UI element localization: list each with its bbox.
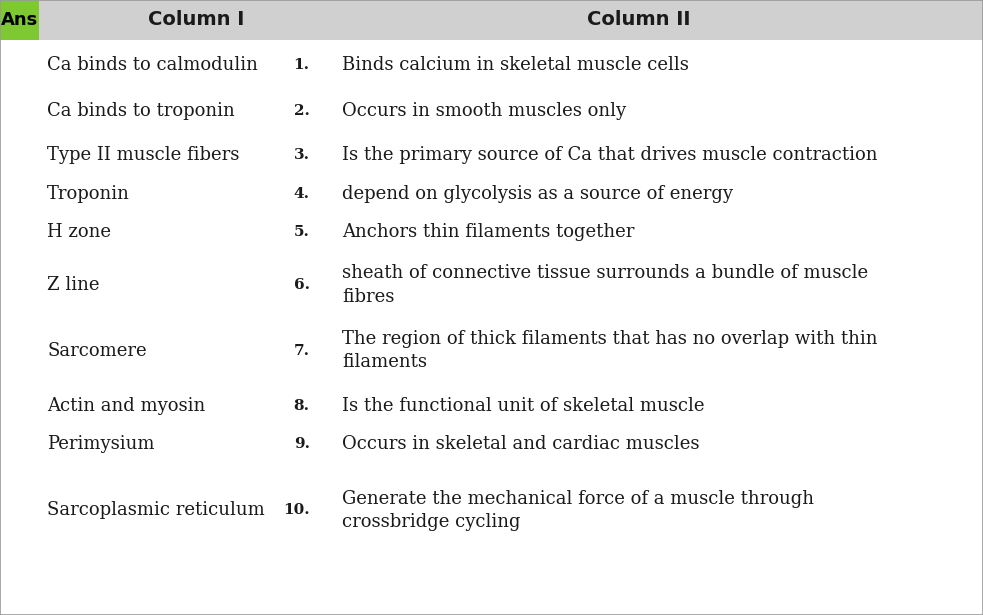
Text: Is the primary source of Ca that drives muscle contraction: Is the primary source of Ca that drives … <box>342 146 878 164</box>
Text: 8.: 8. <box>294 399 310 413</box>
Text: 1.: 1. <box>294 58 310 71</box>
Text: Sarcoplasmic reticulum: Sarcoplasmic reticulum <box>47 501 265 520</box>
Text: Troponin: Troponin <box>47 184 130 203</box>
Text: 7.: 7. <box>294 344 310 357</box>
Text: Binds calcium in skeletal muscle cells: Binds calcium in skeletal muscle cells <box>342 55 689 74</box>
Text: Generate the mechanical force of a muscle through
crossbridge cycling: Generate the mechanical force of a muscl… <box>342 490 814 531</box>
Text: sheath of connective tissue surrounds a bundle of muscle
fibres: sheath of connective tissue surrounds a … <box>342 264 868 306</box>
Text: Column I: Column I <box>148 10 245 30</box>
Text: 6.: 6. <box>294 278 310 292</box>
Text: Perimysium: Perimysium <box>47 435 154 453</box>
Text: 5.: 5. <box>294 226 310 239</box>
Text: Occurs in skeletal and cardiac muscles: Occurs in skeletal and cardiac muscles <box>342 435 700 453</box>
Text: Ans: Ans <box>1 11 38 29</box>
Text: 4.: 4. <box>294 187 310 200</box>
Text: Actin and myosin: Actin and myosin <box>47 397 205 415</box>
Text: Occurs in smooth muscles only: Occurs in smooth muscles only <box>342 101 626 120</box>
Text: Ca binds to troponin: Ca binds to troponin <box>47 101 235 120</box>
Text: Is the functional unit of skeletal muscle: Is the functional unit of skeletal muscl… <box>342 397 705 415</box>
Text: The region of thick filaments that has no overlap with thin
filaments: The region of thick filaments that has n… <box>342 330 878 371</box>
Text: H zone: H zone <box>47 223 111 242</box>
Text: depend on glycolysis as a source of energy: depend on glycolysis as a source of ener… <box>342 184 733 203</box>
Text: 3.: 3. <box>294 148 310 162</box>
Text: Column II: Column II <box>587 10 691 30</box>
Text: Type II muscle fibers: Type II muscle fibers <box>47 146 240 164</box>
Text: Anchors thin filaments together: Anchors thin filaments together <box>342 223 634 242</box>
Text: 9.: 9. <box>294 437 310 451</box>
Text: Z line: Z line <box>47 276 99 294</box>
Text: Sarcomere: Sarcomere <box>47 341 146 360</box>
Text: 2.: 2. <box>294 104 310 117</box>
Bar <box>0 0 983 40</box>
Text: Ca binds to calmodulin: Ca binds to calmodulin <box>47 55 259 74</box>
Bar <box>0 0 39 40</box>
Text: 10.: 10. <box>283 504 310 517</box>
